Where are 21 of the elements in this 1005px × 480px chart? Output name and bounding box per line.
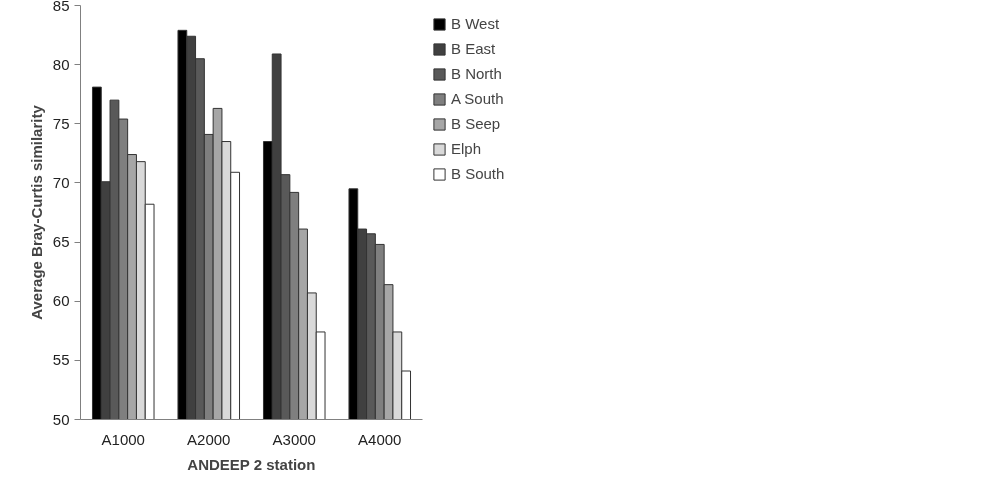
y-tick-label: 60 [52,292,70,310]
x-tick-label: A1000 [101,430,145,448]
y-tick-label: 55 [52,351,70,369]
legend-label: B West [451,15,500,32]
y-tick-label: 80 [52,55,70,73]
y-tick-label: 65 [52,233,70,251]
legend-label: A South [451,90,504,107]
legend-label: B South [451,165,505,182]
legend-label: B East [451,40,496,57]
y-tick-label: 85 [52,0,70,14]
x-axis-title: ANDEEP 2 station [187,455,316,473]
y-tick-label: 70 [52,173,70,191]
legend-label: B North [451,65,502,82]
x-tick-label: A4000 [358,430,402,448]
x-tick-label: A3000 [272,430,316,448]
x-tick-label: A2000 [187,430,231,448]
y-tick-label: 50 [52,410,70,428]
legend-label: Elph [451,140,482,157]
y-axis-title: Average Bray-Curtis similarity [27,104,45,320]
legend-label: B Seep [451,115,501,132]
y-tick-label: 75 [52,114,70,132]
